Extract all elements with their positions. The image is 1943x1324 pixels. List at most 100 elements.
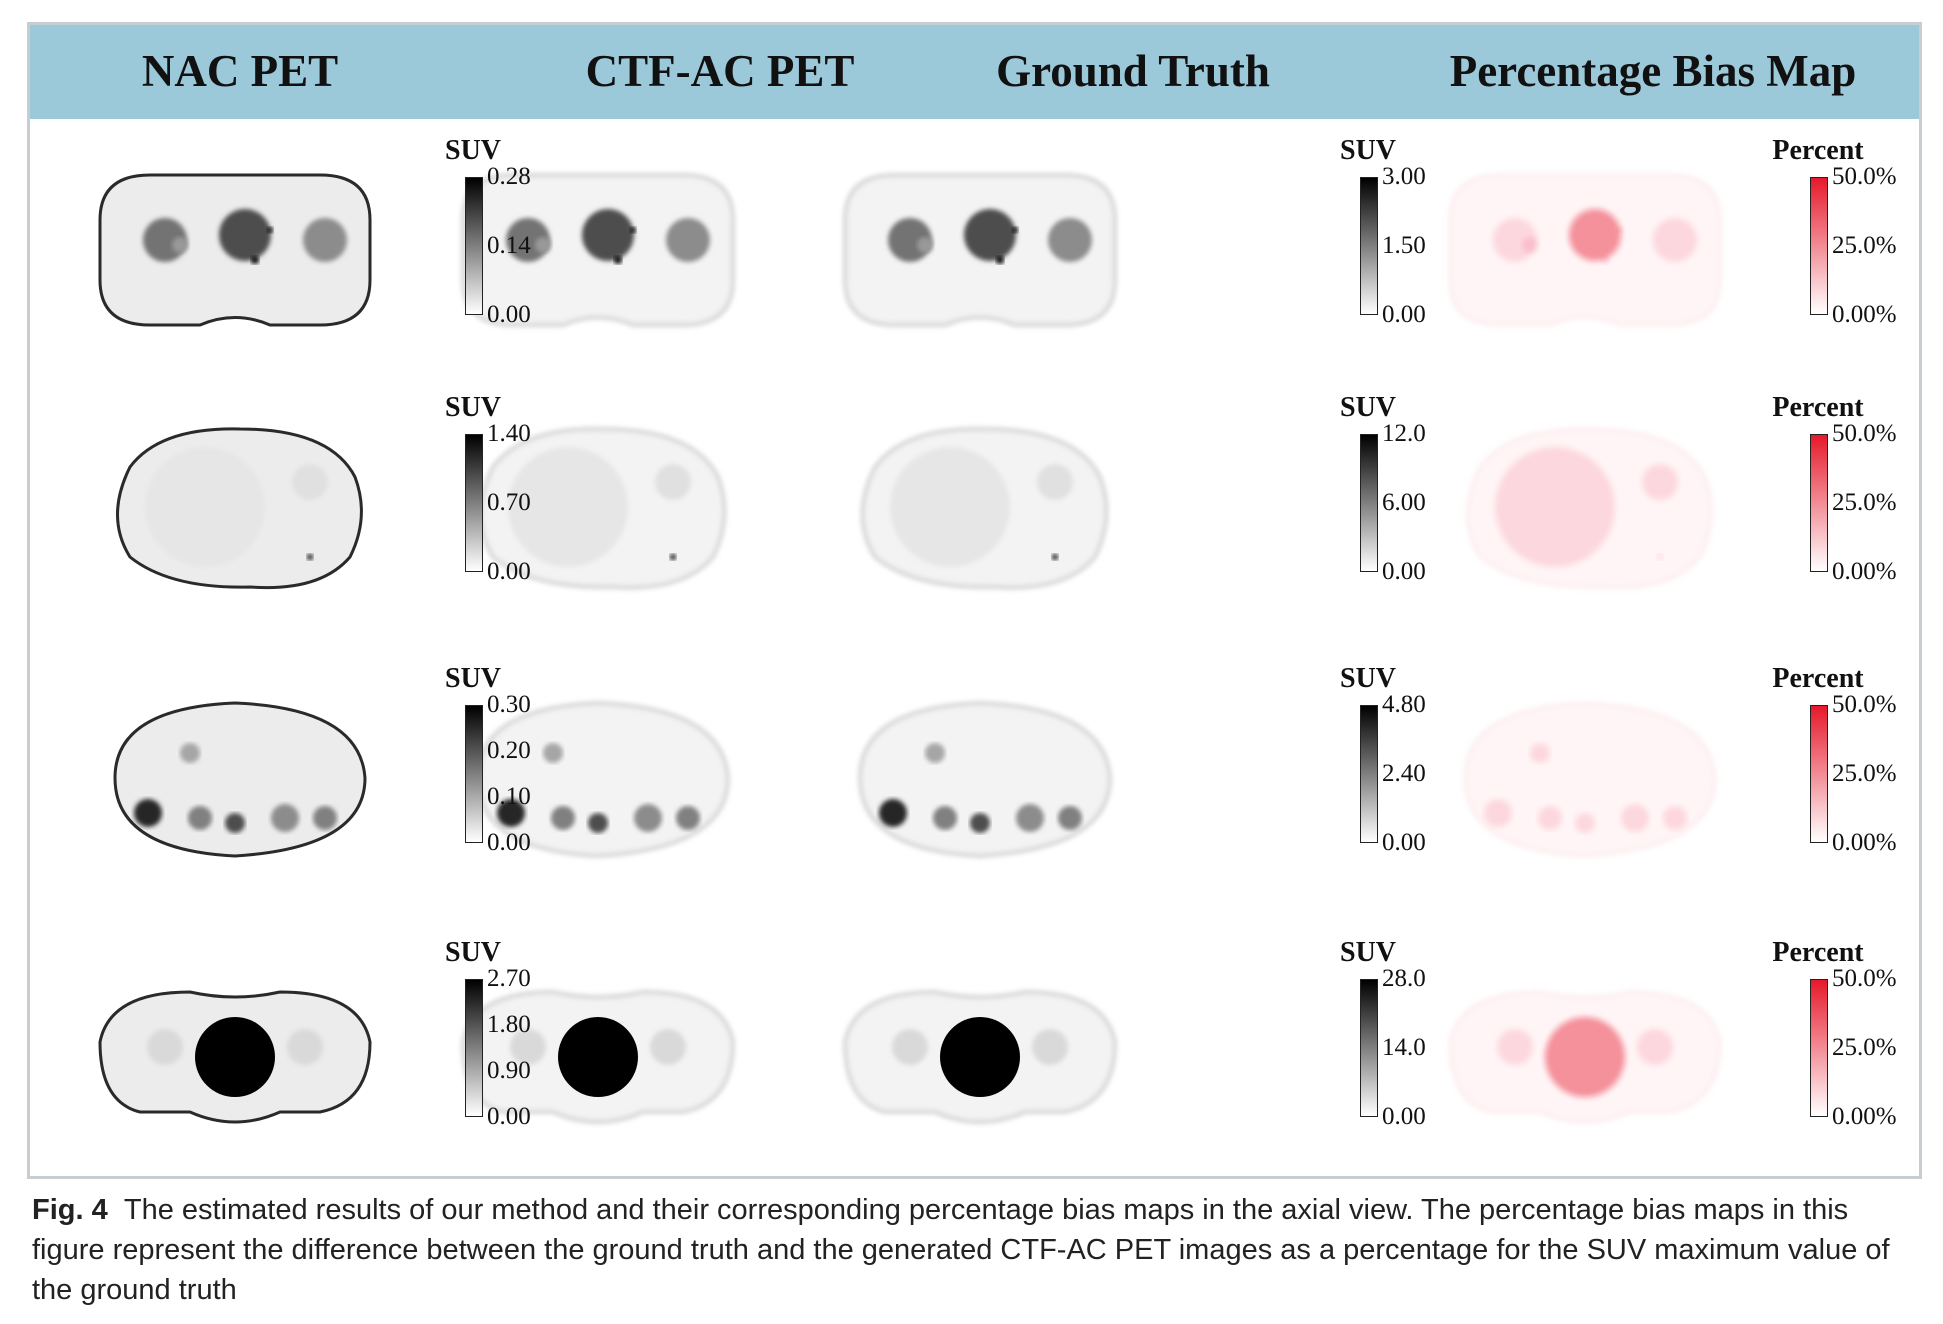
uptake-region	[1663, 806, 1687, 830]
bias-map-scan-image	[1420, 407, 1750, 607]
column-title-percentage-bias-map: Percentage Bias Map	[1449, 46, 1857, 96]
uptake-region	[558, 1017, 638, 1097]
column-header-bar: NAC PET CTF-AC PET Ground Truth Percenta…	[30, 25, 1919, 119]
uptake-region	[287, 1029, 323, 1065]
uptake-region	[666, 218, 710, 262]
uptake-region	[535, 237, 551, 253]
uptake-region	[582, 209, 634, 261]
gt_bar-colorbar	[1360, 979, 1378, 1117]
nac-pet-scan-image	[70, 952, 400, 1152]
uptake-region	[551, 806, 575, 830]
uptake-region	[879, 799, 907, 827]
nac_bar-colorbar	[465, 979, 483, 1117]
nac_bar-colorbar-tick: 0.00	[487, 301, 531, 328]
caption-text: The estimated results of our method and …	[32, 1194, 1890, 1306]
body-outline	[113, 701, 367, 858]
bias_bar-colorbar-tick: 50.0%	[1832, 965, 1897, 992]
bias_bar-colorbar-tick: 50.0%	[1832, 420, 1897, 447]
uptake-region	[195, 1017, 275, 1097]
nac_bar-colorbar-tick: 0.00	[487, 829, 531, 856]
image-row: SUV 0.30 0.20 0.10 0.00 SUV 4.80 2.40 0.00 Percen…	[30, 653, 1919, 903]
uptake-region	[1617, 227, 1623, 233]
bias-map-scan-image	[1420, 678, 1750, 878]
uptake-region	[147, 1029, 183, 1065]
uptake-region	[1642, 464, 1678, 500]
ground-truth-scan-image	[815, 150, 1145, 350]
uptake-region	[1545, 1017, 1625, 1097]
uptake-region	[890, 447, 1010, 567]
uptake-region	[1012, 227, 1018, 233]
nac-pet-scan-image	[70, 407, 400, 607]
nac_bar-colorbar-tick: 1.80	[487, 1011, 531, 1038]
uptake-region	[940, 1017, 1020, 1097]
bias_bar-colorbar-tick: 25.0%	[1832, 760, 1897, 787]
body-outline	[475, 700, 731, 859]
bias_bar-colorbar	[1810, 177, 1828, 315]
bias_bar-colorbar-tick: 25.0%	[1832, 489, 1897, 516]
uptake-region	[630, 227, 636, 233]
nac_bar-colorbar	[465, 434, 483, 572]
uptake-region	[1016, 804, 1044, 832]
image-row: SUV 2.70 1.80 0.90 0.00 SUV 28.0 14.0 0.00 Percen…	[30, 927, 1919, 1177]
nac_bar-colorbar-tick: 0.90	[487, 1057, 531, 1084]
gt_bar-colorbar-tick: 14.0	[1382, 1034, 1426, 1061]
nac_bar-colorbar	[465, 177, 483, 315]
bias_bar-colorbar	[1810, 979, 1828, 1117]
nac_bar-colorbar-tick: 2.70	[487, 965, 531, 992]
uptake-region	[134, 799, 162, 827]
bias_bar-colorbar-tick: 0.00%	[1832, 1103, 1897, 1130]
figure-caption: Fig. 4 The estimated results of our meth…	[32, 1190, 1912, 1310]
nac_bar-colorbar-tick: 0.20	[487, 737, 531, 764]
image-row: SUV 1.40 0.70 0.00 SUV 12.0 6.00 0.00 Percent 50.…	[30, 382, 1919, 632]
gt_bar-colorbar-tick: 0.00	[1382, 301, 1426, 328]
uptake-region	[543, 743, 563, 763]
nac_bar-colorbar-title: SUV	[444, 135, 502, 166]
gt_bar-colorbar-tick: 0.00	[1382, 1103, 1426, 1130]
uptake-region	[1637, 1029, 1673, 1065]
gt_bar-colorbar-tick: 28.0	[1382, 965, 1426, 992]
ground-truth-scan-image	[815, 678, 1145, 878]
uptake-region	[180, 743, 200, 763]
uptake-region	[1048, 218, 1092, 262]
uptake-region	[1569, 209, 1621, 261]
nac_bar-colorbar-tick: 0.14	[487, 232, 531, 259]
gt_bar-colorbar-title: SUV	[1339, 392, 1397, 423]
uptake-region	[676, 806, 700, 830]
bias_bar-colorbar	[1810, 434, 1828, 572]
uptake-region	[1522, 237, 1538, 253]
ctf-ac-pet-scan-image	[433, 407, 763, 607]
uptake-region	[933, 806, 957, 830]
gt_bar-colorbar-tick: 12.0	[1382, 420, 1426, 447]
uptake-region	[219, 209, 271, 261]
caption-label: Fig. 4	[32, 1194, 108, 1226]
uptake-region	[313, 806, 337, 830]
uptake-region	[1657, 554, 1663, 560]
uptake-region	[145, 447, 265, 567]
bias-map-scan-image	[1420, 952, 1750, 1152]
uptake-region	[1538, 806, 1562, 830]
uptake-region	[188, 806, 212, 830]
uptake-region	[970, 813, 990, 833]
uptake-region	[1601, 256, 1609, 264]
uptake-region	[172, 237, 188, 253]
nac_bar-colorbar-title: SUV	[444, 392, 502, 423]
bias_bar-colorbar-tick: 25.0%	[1832, 232, 1897, 259]
column-title-ground-truth: Ground Truth	[996, 46, 1270, 96]
uptake-region	[307, 554, 313, 560]
uptake-region	[1032, 1029, 1068, 1065]
nac_bar-colorbar-tick: 1.40	[487, 420, 531, 447]
bias_bar-colorbar	[1810, 705, 1828, 843]
uptake-region	[634, 804, 662, 832]
uptake-region	[1497, 1029, 1533, 1065]
gt_bar-colorbar-tick: 0.00	[1382, 829, 1426, 856]
nac_bar-colorbar-tick: 0.00	[487, 1103, 531, 1130]
bias_bar-colorbar-title: Percent	[1772, 135, 1864, 166]
ctf-ac-pet-scan-image	[433, 150, 763, 350]
body-outline	[1464, 702, 1716, 857]
nac-pet-scan-image	[70, 150, 400, 350]
nac_bar-colorbar-tick: 0.30	[487, 691, 531, 718]
ctf-ac-pet-scan-image	[433, 952, 763, 1152]
uptake-region	[996, 256, 1004, 264]
uptake-region	[303, 218, 347, 262]
gt_bar-colorbar-title: SUV	[1339, 135, 1397, 166]
